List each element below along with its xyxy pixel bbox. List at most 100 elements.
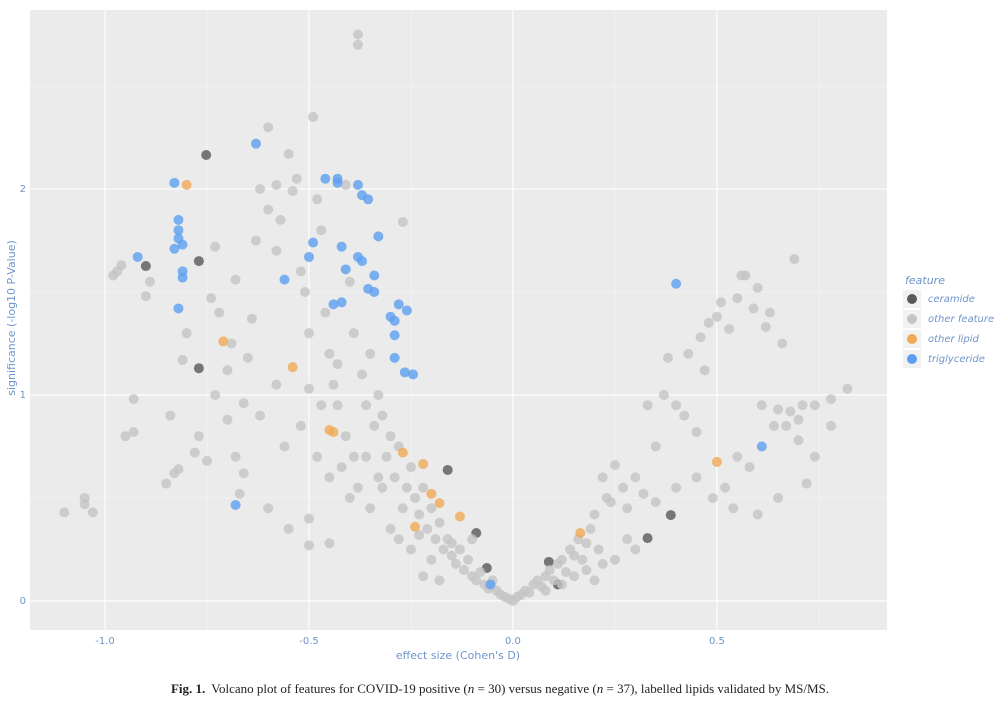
point bbox=[324, 538, 335, 549]
legend-label: ceramide bbox=[928, 294, 975, 305]
point bbox=[304, 251, 315, 262]
point bbox=[679, 410, 690, 421]
point bbox=[59, 507, 70, 518]
point bbox=[422, 523, 433, 534]
point bbox=[173, 225, 184, 236]
point bbox=[108, 270, 119, 281]
point bbox=[760, 322, 771, 333]
legend-label: other feature bbox=[928, 314, 994, 325]
point bbox=[463, 554, 474, 565]
point bbox=[369, 286, 380, 297]
point bbox=[642, 400, 653, 411]
point bbox=[304, 513, 315, 524]
point bbox=[569, 550, 580, 561]
point bbox=[255, 183, 266, 194]
point bbox=[308, 237, 319, 248]
point bbox=[222, 414, 233, 425]
point bbox=[605, 497, 616, 508]
point bbox=[475, 567, 486, 578]
caption-text: = 37), labelled lipids validated by MS/M… bbox=[603, 681, 829, 696]
point bbox=[732, 293, 743, 304]
legend-marker bbox=[907, 334, 917, 344]
point bbox=[454, 511, 465, 522]
x-tick-label: 0.0 bbox=[505, 636, 521, 647]
point bbox=[263, 122, 274, 133]
point bbox=[381, 451, 392, 462]
point bbox=[389, 472, 400, 483]
point bbox=[365, 348, 376, 359]
point bbox=[287, 186, 298, 197]
point bbox=[295, 266, 306, 277]
point bbox=[132, 251, 143, 262]
point bbox=[348, 451, 359, 462]
point bbox=[585, 523, 596, 534]
point bbox=[283, 523, 294, 534]
point bbox=[724, 324, 735, 335]
point bbox=[140, 291, 151, 302]
point bbox=[414, 530, 425, 541]
point bbox=[128, 394, 139, 405]
point bbox=[234, 488, 245, 499]
point bbox=[230, 274, 241, 285]
point bbox=[397, 216, 408, 227]
point bbox=[842, 383, 853, 394]
point bbox=[144, 276, 155, 287]
point bbox=[173, 464, 184, 475]
point bbox=[748, 303, 759, 314]
point bbox=[169, 243, 180, 254]
point bbox=[405, 462, 416, 473]
point bbox=[446, 550, 457, 561]
point bbox=[181, 179, 192, 190]
point bbox=[769, 420, 780, 431]
point bbox=[414, 509, 425, 520]
point bbox=[128, 427, 139, 438]
point bbox=[397, 447, 408, 458]
point bbox=[271, 245, 282, 256]
point bbox=[752, 282, 763, 293]
point bbox=[361, 451, 372, 462]
point bbox=[271, 179, 282, 190]
point bbox=[210, 241, 221, 252]
point bbox=[328, 299, 339, 310]
point bbox=[165, 410, 176, 421]
point bbox=[650, 497, 661, 508]
point bbox=[467, 534, 478, 545]
point bbox=[556, 554, 567, 565]
point bbox=[418, 571, 429, 582]
point bbox=[589, 575, 600, 586]
point bbox=[271, 379, 282, 390]
point bbox=[793, 414, 804, 425]
point bbox=[218, 336, 229, 347]
point bbox=[312, 451, 323, 462]
point bbox=[426, 488, 437, 499]
point bbox=[283, 148, 294, 159]
caption: Fig. 1. Volcano plot of features for COVI… bbox=[171, 681, 829, 696]
point bbox=[393, 534, 404, 545]
point bbox=[389, 352, 400, 363]
point bbox=[683, 348, 694, 359]
point bbox=[299, 286, 310, 297]
point bbox=[691, 472, 702, 483]
point bbox=[193, 431, 204, 442]
point bbox=[695, 332, 706, 343]
point bbox=[177, 354, 188, 365]
point bbox=[250, 138, 261, 149]
point bbox=[434, 517, 445, 528]
point bbox=[304, 383, 315, 394]
point bbox=[560, 567, 571, 578]
point bbox=[173, 303, 184, 314]
point bbox=[193, 256, 204, 267]
y-axis-title: significance (-log10 P-Value) bbox=[5, 240, 18, 396]
point bbox=[377, 482, 388, 493]
point bbox=[369, 270, 380, 281]
point bbox=[340, 431, 351, 442]
point bbox=[826, 420, 837, 431]
point bbox=[662, 352, 673, 363]
caption-text: Volcano plot of features for COVID-19 po… bbox=[211, 681, 467, 696]
point bbox=[238, 398, 249, 409]
point bbox=[255, 410, 266, 421]
point bbox=[361, 400, 372, 411]
point bbox=[291, 173, 302, 184]
point bbox=[581, 538, 592, 549]
